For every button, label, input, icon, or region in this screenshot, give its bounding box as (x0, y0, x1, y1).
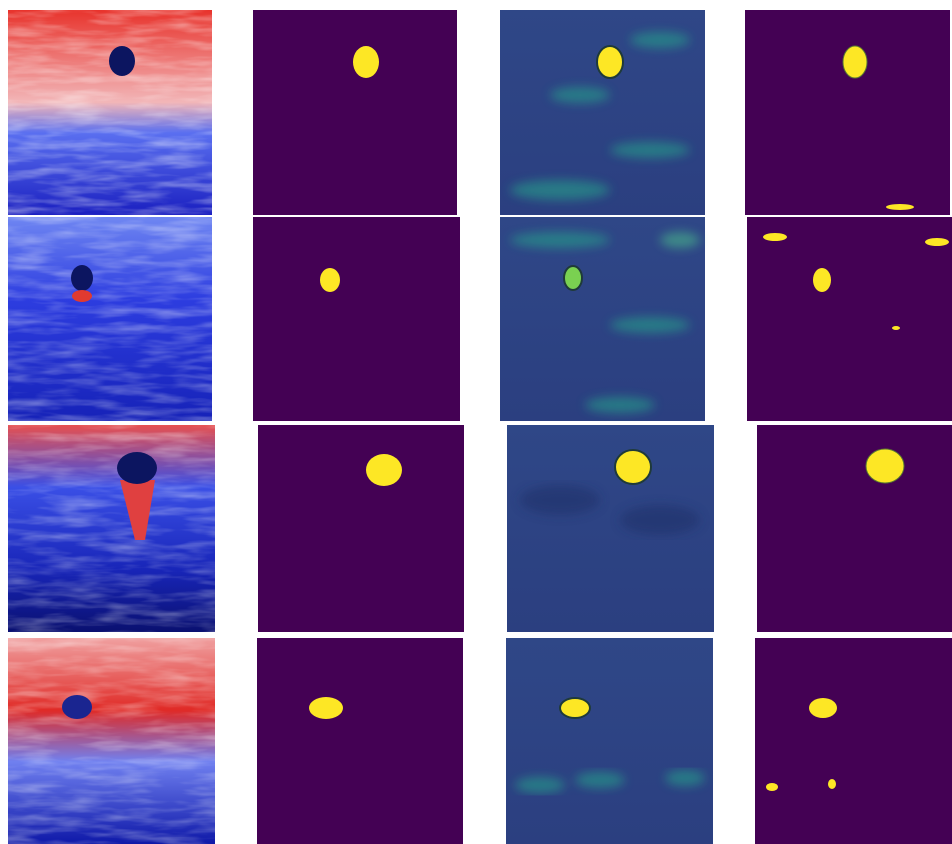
heat-region (597, 46, 623, 78)
mask-image (253, 10, 457, 215)
prediction-speck (886, 204, 914, 210)
mask-image (258, 425, 464, 632)
prediction-speck (828, 779, 836, 789)
prediction-speck (925, 238, 949, 246)
texture (8, 10, 212, 215)
heat-region (615, 450, 651, 484)
heat-region (564, 266, 582, 290)
figure-grid (0, 0, 952, 844)
texture (8, 425, 215, 632)
prediction-speck (892, 326, 900, 330)
shadow (72, 290, 92, 302)
lesion (62, 695, 92, 719)
heatmap-image (506, 638, 713, 844)
mask-region (353, 46, 379, 78)
mask-region (320, 268, 340, 292)
ultrasound-column (8, 10, 215, 844)
prediction-image (757, 425, 952, 632)
page: (() => { const data = JSON.parse(documen… (0, 0, 952, 844)
texture (8, 217, 212, 421)
prediction-region (866, 449, 904, 483)
mask-region (366, 454, 402, 486)
prediction-image (747, 217, 952, 421)
mask-region (309, 697, 343, 719)
prediction-region (843, 46, 867, 78)
prediction-region (809, 698, 837, 718)
mask-image (257, 638, 463, 844)
prediction-speck (766, 783, 778, 791)
lesion (117, 452, 157, 484)
prediction-speck (763, 233, 787, 241)
heatmap-column (500, 10, 714, 844)
lesion (109, 46, 135, 76)
prediction-region (813, 268, 831, 292)
lesion (71, 265, 93, 291)
prediction-column (745, 10, 952, 844)
texture (8, 638, 215, 844)
mask-image (253, 217, 460, 421)
mask-column (253, 10, 464, 844)
prediction-image (755, 638, 952, 844)
heat-region (560, 698, 590, 718)
prediction-image (745, 10, 950, 215)
